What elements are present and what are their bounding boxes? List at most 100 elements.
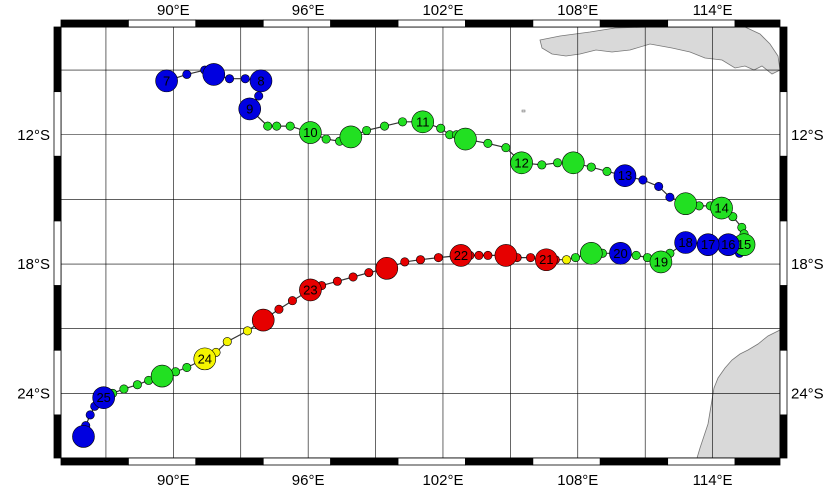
track-point (586, 162, 596, 172)
track-point-label: 25 (96, 390, 110, 405)
track-point-major (375, 257, 399, 280)
frame-segment-top (532, 19, 601, 28)
track-point (654, 181, 664, 191)
track-point (85, 410, 95, 420)
track-point (362, 125, 372, 135)
x-tick-label-bottom: 108°E (557, 472, 598, 489)
track-point (436, 123, 446, 133)
track-point (415, 255, 425, 265)
track-point (483, 138, 493, 148)
track-point-major (561, 151, 585, 175)
track-point (348, 272, 358, 282)
frame-segment-bottom (397, 457, 466, 466)
track-point-label: 16 (721, 237, 735, 252)
track-point-label: 17 (701, 237, 715, 252)
x-tick-label-bottom: 90°E (157, 472, 190, 489)
track-point (571, 253, 581, 263)
frame-segment-top (667, 19, 736, 28)
track-point-major (238, 97, 262, 121)
track-point (364, 268, 374, 278)
track-point-major (251, 308, 275, 332)
x-tick-label-top: 108°E (557, 2, 598, 19)
track-point-major (299, 278, 322, 302)
axis-tick-labels: 90°E 90°E 96°E 96°E 102°E 102°E 108°E 108°E 114°… (17, 2, 823, 489)
frame-segment-bottom (465, 457, 534, 466)
track-point (526, 253, 536, 263)
track-point (119, 384, 129, 394)
y-tick-label-left: 24°S (17, 385, 50, 402)
track-point-major (674, 231, 697, 254)
track-point (254, 91, 264, 101)
track-point-label: 7 (163, 73, 170, 88)
track-point-major (510, 151, 533, 175)
track-point-major (696, 233, 720, 256)
frame-segment-top (128, 19, 197, 28)
frame-segment-bottom (60, 457, 129, 466)
small-island (521, 109, 526, 113)
track-point-major (411, 110, 435, 134)
track-point-major (710, 196, 733, 220)
track-point-label: 18 (678, 235, 692, 250)
frame-segment-top (262, 19, 332, 28)
track-point-label: 9 (246, 101, 253, 116)
frame-segment-right (779, 26, 788, 93)
frame-border (53, 19, 788, 466)
frame-segment-left (53, 220, 62, 286)
track-point-major (449, 244, 473, 267)
frame-segment-right (779, 349, 788, 416)
frame-segment-top (734, 19, 781, 28)
track-point-label: 12 (514, 155, 528, 170)
track-point (240, 74, 250, 84)
track-point (182, 362, 192, 372)
y-tick-label-left: 18°S (17, 256, 50, 273)
frame-segment-right (779, 91, 788, 157)
track-point (132, 380, 142, 390)
x-tick-label-top: 90°E (157, 2, 190, 19)
x-tick-label-bottom: 114°E (693, 472, 733, 489)
frame-segment-bottom (734, 457, 781, 466)
track-point-major (155, 69, 178, 93)
y-tick-label-right: 24°S (791, 385, 824, 402)
track-point (263, 121, 273, 131)
land-layer (521, 27, 780, 458)
track-point-major (193, 347, 217, 371)
track-point (222, 337, 232, 347)
track-point-major (150, 364, 174, 388)
track-point (332, 276, 342, 286)
track-point-major (649, 250, 673, 274)
track-point (602, 166, 612, 176)
x-tick-label-bottom: 102°E (422, 472, 463, 489)
track-point-major (299, 121, 322, 144)
y-tick-label-left: 12°S (17, 127, 50, 144)
track-point (242, 326, 252, 336)
track-point-major (72, 425, 95, 448)
track-point-major (535, 248, 558, 272)
australia-landmass (696, 329, 780, 458)
track-point-label: 19 (654, 254, 668, 269)
track-point-major (249, 69, 273, 93)
frame-segment-right (779, 414, 788, 459)
track-point (631, 250, 641, 260)
track-point-label: 13 (618, 168, 632, 183)
x-tick-label-top: 96°E (292, 2, 325, 19)
y-tick-label-right: 18°S (791, 256, 824, 273)
frame-segment-bottom (330, 457, 399, 466)
frame-segment-bottom (667, 457, 736, 466)
java-landmass (539, 27, 780, 75)
x-tick-label-bottom: 96°E (292, 472, 325, 489)
track-point-label: 21 (539, 252, 553, 267)
track-point-label: 11 (416, 114, 430, 129)
track-point (225, 74, 235, 84)
track-point (537, 160, 547, 170)
frame-segment-left (53, 91, 62, 157)
y-tick-label-right: 12°S (791, 127, 824, 144)
map-background (61, 27, 780, 458)
track-point (272, 121, 282, 131)
frame-segment-left (53, 285, 62, 351)
track-point-major (92, 386, 115, 409)
track-point (501, 143, 511, 153)
track-point-label: 14 (714, 201, 728, 216)
track-point-major (609, 241, 632, 265)
